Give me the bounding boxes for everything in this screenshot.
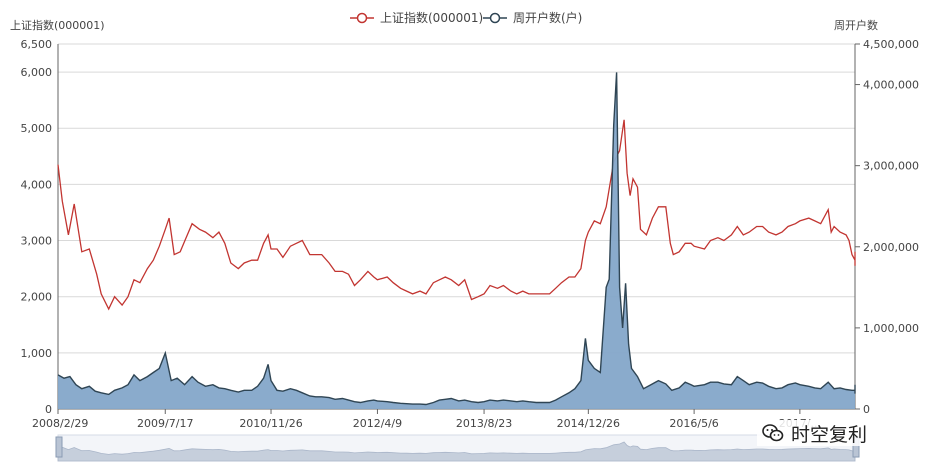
left-tick-label: 4,000 bbox=[21, 178, 53, 191]
left-tick-label: 1,000 bbox=[21, 347, 53, 360]
x-tick-label: 2009/7/17 bbox=[137, 417, 193, 430]
x-tick-label: 2008/2/29 bbox=[32, 417, 88, 430]
left-tick-label: 0 bbox=[45, 403, 52, 416]
legend-marker bbox=[489, 12, 501, 24]
right-tick-label: 0 bbox=[863, 403, 870, 416]
series-line-accounts bbox=[57, 72, 856, 406]
x-tick-label: 2014/12/26 bbox=[557, 417, 620, 430]
left-tick-label: 6,500 bbox=[21, 38, 53, 51]
left-tick-label: 2,000 bbox=[21, 291, 53, 304]
right-tick-label: 1,000,000 bbox=[863, 322, 919, 335]
left-axis-title: 上证指数(000001) bbox=[10, 18, 105, 32]
legend-item-label: 上证指数(000001) bbox=[380, 10, 483, 25]
right-tick-label: 2,000,000 bbox=[863, 241, 919, 254]
x-tick-label: 2010/11/26 bbox=[239, 417, 302, 430]
left-tick-label: 5,000 bbox=[21, 122, 53, 135]
watermark: 时空复利 bbox=[757, 420, 872, 446]
x-tick-label: 2016/5/6 bbox=[669, 417, 718, 430]
legend-item-label: 周开户数(户) bbox=[513, 10, 582, 25]
wechat-icon bbox=[762, 424, 784, 442]
x-tick-label: 2013/8/23 bbox=[456, 417, 512, 430]
right-tick-label: 4,500,000 bbox=[863, 38, 919, 51]
legend-marker bbox=[356, 12, 368, 24]
left-tick-label: 3,000 bbox=[21, 235, 53, 248]
watermark-text: 时空复利 bbox=[791, 423, 868, 446]
zoom-handle-left bbox=[55, 436, 63, 458]
right-tick-label: 3,000,000 bbox=[863, 160, 919, 173]
zoom-slider-preview bbox=[57, 441, 856, 462]
right-tick-label: 4,000,000 bbox=[863, 79, 919, 92]
right-axis-title: 周开户数 bbox=[834, 18, 878, 32]
left-tick-label: 6,000 bbox=[21, 66, 53, 79]
series-line-index bbox=[57, 119, 856, 311]
x-tick-label: 2012/4/9 bbox=[353, 417, 402, 430]
